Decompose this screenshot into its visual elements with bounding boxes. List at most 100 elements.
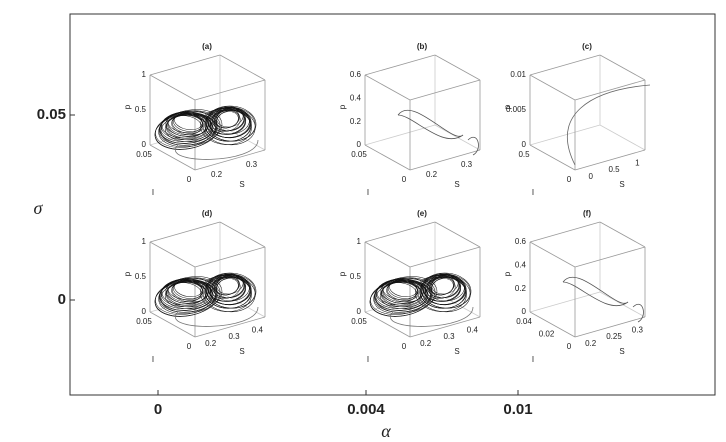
p-tick-label: 0.2: [350, 117, 362, 126]
box-edge: [529, 144, 576, 171]
box-edge: [364, 291, 436, 313]
panel-label: (e): [417, 209, 427, 218]
box-edge: [409, 79, 481, 101]
s-tick-label: 0.2: [211, 170, 223, 179]
box-edge: [194, 246, 266, 268]
p-tick-label: 1: [142, 237, 147, 246]
box-edge: [599, 124, 646, 151]
s-tick-label: 0.3: [246, 160, 258, 169]
trajectory: [200, 275, 252, 312]
p-axis-name: p: [503, 104, 512, 109]
box-edge: [574, 246, 646, 268]
i-axis-name: I: [367, 188, 369, 197]
trajectory: [155, 279, 216, 315]
box-edge: [434, 54, 481, 81]
trajectory: [155, 112, 216, 148]
trajectory: [373, 276, 438, 314]
trajectory: [158, 111, 218, 146]
p-axis-name: p: [338, 271, 347, 276]
panel-label: (d): [202, 209, 213, 218]
box-edge: [149, 144, 196, 171]
trajectory: [562, 276, 644, 323]
i-axis-name: I: [532, 355, 534, 364]
s-tick-label: 0.2: [585, 339, 597, 348]
box-edge: [529, 221, 601, 243]
box-edge: [409, 246, 481, 268]
box-edge: [194, 149, 266, 171]
i-tick-label: 0.5: [518, 150, 530, 159]
p-tick-label: 0.4: [515, 260, 527, 269]
trajectory: [373, 278, 433, 313]
p-tick-label: 1: [142, 70, 147, 79]
trajectory: [171, 281, 204, 301]
panel-label: (b): [417, 42, 428, 51]
box-edge: [364, 144, 411, 171]
box-edge: [364, 124, 436, 146]
box-edge: [529, 124, 601, 146]
trajectory: [417, 274, 471, 313]
s-axis-name: S: [454, 347, 459, 356]
trajectory: [397, 109, 479, 156]
i-tick-label: 0.05: [351, 317, 367, 326]
i-axis-name: I: [152, 355, 154, 364]
i-axis-name: I: [532, 188, 534, 197]
trajectory: [202, 107, 256, 146]
p-tick-label: 0.5: [135, 105, 147, 114]
trajectory: [171, 114, 204, 134]
s-tick-label: 0.2: [420, 339, 432, 348]
panel-label: (a): [202, 42, 212, 51]
panel-label: (f): [583, 209, 591, 218]
x-label: α: [381, 421, 391, 441]
trajectory: [421, 272, 472, 309]
trajectory: [369, 277, 436, 317]
box-edge: [149, 291, 221, 313]
box-edge: [149, 311, 196, 338]
s-tick-label: 0.3: [461, 160, 473, 169]
s-tick-label: 0.4: [467, 325, 479, 334]
trajectory: [206, 272, 257, 309]
trajectory: [158, 109, 223, 147]
s-tick-label: 0.2: [205, 339, 217, 348]
box-edge: [529, 54, 601, 76]
s-tick-label: 0.3: [228, 332, 240, 341]
box-edge: [409, 149, 481, 171]
box-edge: [409, 316, 481, 338]
p-tick-label: 0.005: [506, 105, 527, 114]
box-edge: [364, 74, 411, 101]
box-edge: [529, 74, 576, 101]
i-axis-name: I: [152, 188, 154, 197]
box-edge: [194, 316, 266, 338]
p-axis-name: p: [123, 104, 132, 109]
s-tick-label: 0.4: [252, 325, 264, 334]
i-tick-label: 0: [402, 175, 407, 184]
i-tick-label: 0: [567, 175, 572, 184]
box-edge: [364, 221, 436, 243]
trajectory: [375, 279, 428, 309]
box-edge: [149, 124, 221, 146]
i-tick-label: 0.05: [136, 317, 152, 326]
trajectory: [370, 279, 431, 315]
box-edge: [574, 79, 646, 101]
p-tick-label: 0: [357, 307, 362, 316]
box-edge: [599, 221, 646, 248]
p-tick-label: 0: [522, 140, 527, 149]
s-tick-label: 0: [588, 172, 593, 181]
i-tick-label: 0.05: [136, 150, 152, 159]
p-tick-label: 0.6: [515, 237, 527, 246]
box-edge: [219, 291, 266, 318]
box-edge: [364, 54, 436, 76]
s-tick-label: 0.2: [426, 170, 438, 179]
p-tick-label: 0.01: [510, 70, 526, 79]
trajectory: [202, 274, 256, 313]
p-tick-label: 0.2: [515, 284, 527, 293]
trajectory: [154, 277, 221, 317]
box-edge: [599, 54, 646, 81]
panel-label: (c): [582, 42, 592, 51]
box-edge: [574, 149, 646, 171]
s-tick-label: 0.5: [608, 165, 620, 174]
x-tick-label: 0.004: [347, 401, 385, 418]
p-tick-label: 0.6: [350, 70, 362, 79]
s-axis-name: S: [454, 180, 459, 189]
box-edge: [529, 241, 576, 268]
